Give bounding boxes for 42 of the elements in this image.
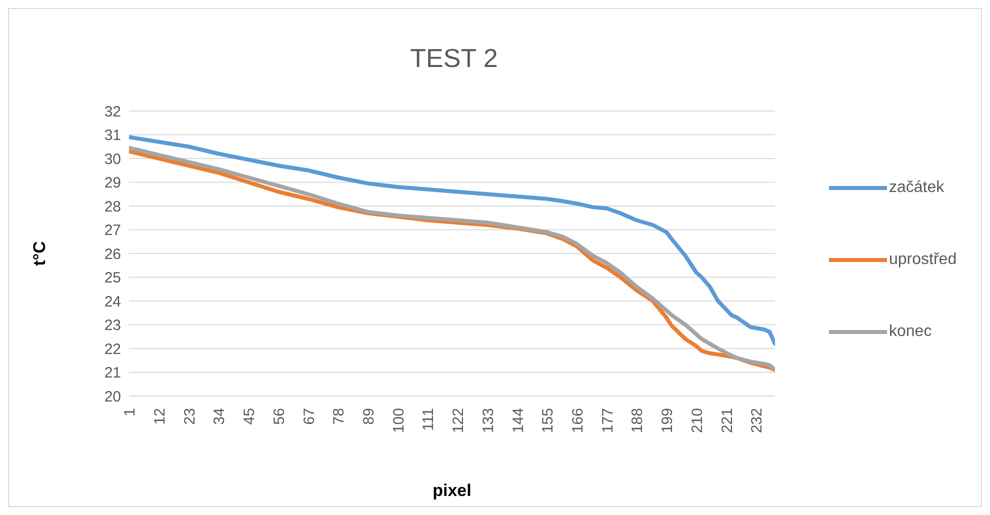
x-tick-label: 210 (688, 408, 706, 434)
x-tick-label: 56 (270, 408, 288, 425)
legend-label: uprostřed (889, 251, 957, 269)
x-tick-label: 78 (330, 408, 348, 425)
x-tick-label: 144 (510, 408, 527, 434)
y-tick-label: 26 (104, 246, 121, 263)
x-tick-label: 89 (360, 408, 378, 425)
y-tick-label: 23 (104, 317, 121, 334)
y-tick-label: 25 (104, 270, 121, 287)
x-tick-label: 111 (420, 408, 438, 431)
x-tick-label: 232 (748, 408, 766, 434)
x-tick-label: 34 (211, 408, 228, 425)
x-tick-label: 12 (152, 408, 169, 425)
x-tick-label: 188 (629, 408, 646, 434)
y-tick-label: 24 (104, 293, 121, 310)
x-axis-title: pixel (432, 481, 472, 500)
y-tick-label: 30 (104, 150, 121, 168)
y-tick-label: 29 (104, 174, 121, 192)
x-tick-label: 45 (241, 408, 258, 425)
y-tick-label: 27 (104, 222, 121, 240)
chart-title: TEST 2 (409, 43, 499, 74)
x-tick-label: 166 (570, 408, 587, 434)
x-tick-label: 155 (540, 408, 557, 434)
x-tick-label: 133 (480, 408, 497, 434)
x-tick-label: 199 (659, 408, 676, 434)
x-tick-label: 67 (300, 408, 318, 425)
line-series (129, 135, 775, 346)
x-tick-label: 1 (122, 408, 139, 416)
legend-label: konec (889, 323, 932, 341)
y-tick-label: 21 (104, 364, 121, 382)
x-tick-label: 122 (450, 408, 468, 434)
x-tick-label: 23 (181, 408, 198, 425)
x-tick-label: 221 (718, 408, 736, 434)
y-axis-title: t°C (30, 241, 50, 266)
y-tick-label: 22 (104, 340, 121, 358)
x-tick-label: 177 (599, 408, 616, 434)
x-tick-label: 100 (390, 408, 408, 434)
legend-label: začátek (889, 179, 944, 197)
y-tick-label: 28 (104, 198, 121, 216)
y-tick-label: 31 (104, 127, 121, 144)
y-tick-label: 20 (104, 388, 121, 406)
y-tick-label: 32 (104, 103, 121, 120)
